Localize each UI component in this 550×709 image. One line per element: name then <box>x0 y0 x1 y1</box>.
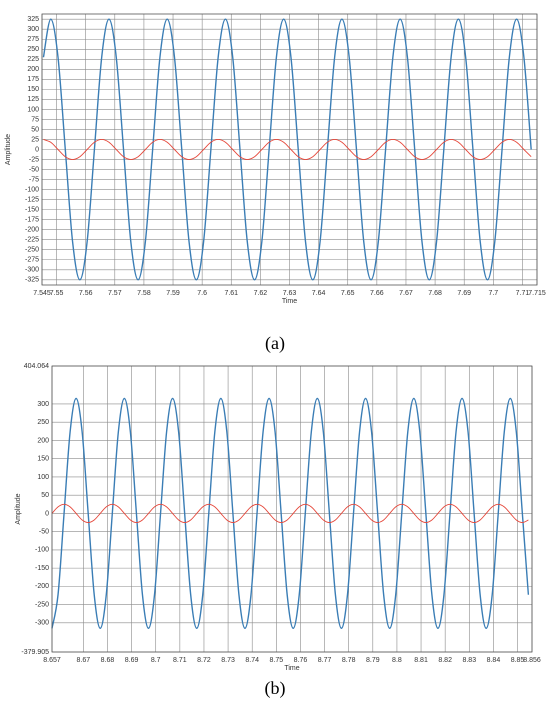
y-tick-label: 175 <box>27 76 39 83</box>
y-tick-label: -200 <box>35 583 49 590</box>
y-tick-label: 100 <box>27 106 39 113</box>
x-tick-label: 7.545 <box>33 290 51 297</box>
plot-area <box>52 366 532 652</box>
x-tick-label: 8.657 <box>43 657 61 664</box>
y-tick-label: -25 <box>29 156 39 163</box>
y-tick-label: -300 <box>35 620 49 627</box>
x-tick-label: 7.58 <box>137 290 151 297</box>
x-tick-label: 7.71 <box>516 290 530 297</box>
y-tick-label: 404.064 <box>24 363 49 370</box>
y-tick-label: -250 <box>35 601 49 608</box>
x-axis-label: Time <box>284 665 299 672</box>
y-tick-label: -300 <box>25 267 39 274</box>
x-tick-label: 8.76 <box>294 657 308 664</box>
y-tick-label: 200 <box>27 66 39 73</box>
y-tick-label: -150 <box>25 206 39 213</box>
x-tick-label: 8.71 <box>173 657 187 664</box>
y-tick-label: -275 <box>25 257 39 264</box>
y-tick-label: 0 <box>35 146 39 153</box>
y-tick-label: -175 <box>25 216 39 223</box>
y-tick-label: -75 <box>29 176 39 183</box>
y-tick-label: 100 <box>37 474 49 481</box>
x-tick-label: 8.79 <box>366 657 380 664</box>
y-tick-label: -150 <box>35 565 49 572</box>
x-tick-label: 8.77 <box>318 657 332 664</box>
x-tick-label: 8.74 <box>245 657 259 664</box>
x-axis-label: Time <box>282 298 297 305</box>
y-axis-label: Amplitude <box>15 493 22 524</box>
x-tick-label: 7.69 <box>457 290 471 297</box>
x-tick-label: 8.78 <box>342 657 356 664</box>
x-tick-label: 7.6 <box>197 290 207 297</box>
series-line <box>43 139 532 160</box>
x-tick-label: 8.856 <box>523 657 541 664</box>
y-tick-label: 75 <box>31 116 39 123</box>
y-tick-label: 50 <box>41 492 49 499</box>
x-tick-label: 8.83 <box>462 657 476 664</box>
y-tick-label: 50 <box>31 126 39 133</box>
x-tick-label: 7.59 <box>166 290 180 297</box>
y-tick-label: 150 <box>37 456 49 463</box>
y-tick-label: -325 <box>25 277 39 284</box>
y-tick-label: -379.905 <box>21 649 49 656</box>
x-tick-label: 7.64 <box>312 290 326 297</box>
x-tick-label: 8.82 <box>438 657 452 664</box>
x-tick-label: 8.85 <box>511 657 525 664</box>
x-tick-label: 7.7 <box>488 290 498 297</box>
x-tick-label: 7.65 <box>341 290 355 297</box>
y-tick-label: 300 <box>27 26 39 33</box>
y-tick-label: -125 <box>25 196 39 203</box>
y-tick-label: -50 <box>39 528 49 535</box>
x-tick-label: 8.67 <box>77 657 91 664</box>
series-line <box>51 503 529 523</box>
y-tick-label: -50 <box>29 166 39 173</box>
y-tick-label: 300 <box>37 401 49 408</box>
x-tick-label: 8.69 <box>125 657 139 664</box>
y-tick-label: 125 <box>27 96 39 103</box>
x-tick-label: 8.7 <box>151 657 161 664</box>
x-tick-label: 7.68 <box>428 290 442 297</box>
x-tick-label: 8.8 <box>392 657 402 664</box>
y-axis-label: Amplitude <box>5 134 12 165</box>
x-tick-label: 7.56 <box>79 290 93 297</box>
plot-border <box>51 365 533 653</box>
y-tick-label: 225 <box>27 56 39 63</box>
y-tick-label: -225 <box>25 237 39 244</box>
y-tick-label: 200 <box>37 437 49 444</box>
x-tick-label: 7.67 <box>399 290 413 297</box>
y-tick-label: 250 <box>37 419 49 426</box>
x-tick-label: 8.81 <box>414 657 428 664</box>
y-tick-label: -100 <box>35 547 49 554</box>
y-tick-label: 275 <box>27 36 39 43</box>
x-tick-label: 8.73 <box>221 657 235 664</box>
x-tick-label: 7.55 <box>50 290 64 297</box>
y-tick-label: 325 <box>27 16 39 23</box>
y-tick-label: 250 <box>27 46 39 53</box>
x-tick-label: 8.84 <box>487 657 501 664</box>
x-tick-label: 7.66 <box>370 290 384 297</box>
y-tick-label: -250 <box>25 247 39 254</box>
caption: (b) <box>265 678 286 699</box>
y-tick-label: 150 <box>27 86 39 93</box>
x-tick-label: 7.61 <box>224 290 238 297</box>
y-tick-label: 25 <box>31 136 39 143</box>
x-tick-label: 7.57 <box>108 290 122 297</box>
x-tick-label: 7.63 <box>283 290 297 297</box>
x-tick-label: 8.72 <box>197 657 211 664</box>
y-tick-label: 0 <box>45 510 49 517</box>
x-tick-label: 8.68 <box>101 657 115 664</box>
caption: (a) <box>265 333 285 354</box>
y-tick-label: -200 <box>25 227 39 234</box>
x-tick-label: 7.62 <box>254 290 268 297</box>
plot-border <box>41 13 538 286</box>
x-tick-label: 8.75 <box>270 657 284 664</box>
series-line <box>42 18 532 281</box>
series-line <box>51 397 530 630</box>
x-tick-label: 7.715 <box>528 290 546 297</box>
y-tick-label: -100 <box>25 186 39 193</box>
